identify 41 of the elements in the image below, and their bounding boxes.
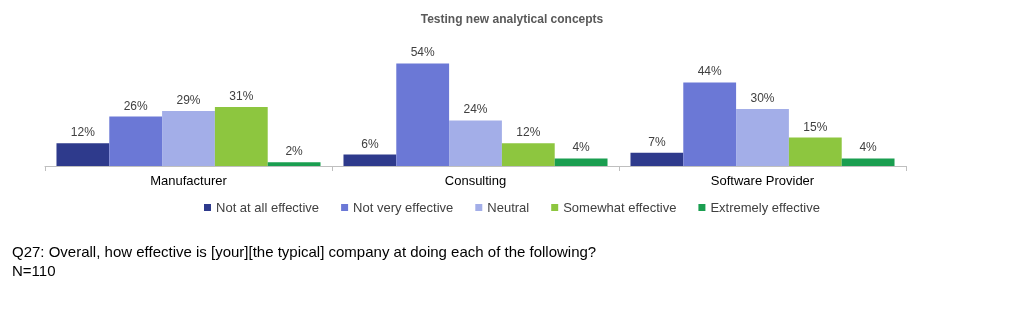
data-label: 15% xyxy=(803,119,828,134)
x-tick-label: Consulting xyxy=(444,173,507,188)
bar xyxy=(267,162,321,166)
x-tick-label: Software Provider xyxy=(710,173,815,188)
text: Q27: Overall, how effective is [your][the typical] company at doing each of the following? xyxy=(12,243,597,260)
data-label: 2% xyxy=(285,144,304,159)
bar xyxy=(630,152,684,166)
data-label: 44% xyxy=(697,64,723,79)
bar xyxy=(343,154,397,166)
data-label: 12% xyxy=(516,125,541,140)
legend-label: Not at all effective xyxy=(216,200,320,215)
data-label: 30% xyxy=(750,91,775,105)
x-tick-label: Manufacturer xyxy=(150,173,228,188)
bar xyxy=(162,110,215,166)
data-label: 31% xyxy=(229,89,254,104)
data-label: 4% xyxy=(572,140,591,155)
data-label: 4% xyxy=(859,140,878,155)
data-label: 54% xyxy=(410,45,436,60)
bar xyxy=(736,109,789,166)
legend-label: Somewhat effective xyxy=(563,200,677,215)
chart-title: Testing new analytical concepts xyxy=(420,12,604,26)
bar xyxy=(214,107,268,166)
bar xyxy=(109,116,163,166)
data-label: 29% xyxy=(176,92,201,107)
bar xyxy=(56,143,110,166)
legend-label: Extremely effective xyxy=(710,200,820,215)
text: N=110 xyxy=(12,262,56,279)
bar xyxy=(683,82,737,166)
legend-label: Neutral xyxy=(487,200,530,215)
data-label: 12% xyxy=(70,125,96,140)
bar xyxy=(396,63,450,166)
bar xyxy=(554,158,608,166)
bar xyxy=(449,120,502,166)
data-label: 6% xyxy=(361,136,379,151)
data-label: 24% xyxy=(463,102,488,117)
bar xyxy=(501,143,555,166)
bar xyxy=(788,137,842,166)
bar xyxy=(841,158,895,166)
legend-label: Not very effective xyxy=(353,200,454,215)
data-label: 26% xyxy=(123,98,149,113)
data-label: 7% xyxy=(648,134,666,149)
